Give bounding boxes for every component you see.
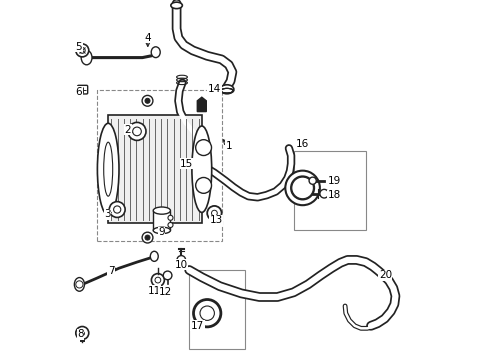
Text: 3: 3 — [104, 209, 111, 219]
Circle shape — [196, 140, 212, 156]
Bar — [98, 90, 221, 241]
Bar — [108, 115, 202, 223]
Circle shape — [155, 277, 161, 283]
Bar — [153, 211, 171, 230]
Circle shape — [200, 306, 215, 320]
Circle shape — [76, 44, 89, 57]
Text: 4: 4 — [145, 33, 151, 43]
Ellipse shape — [153, 227, 171, 234]
Circle shape — [128, 122, 146, 140]
Circle shape — [76, 281, 83, 288]
Circle shape — [207, 206, 221, 220]
Ellipse shape — [151, 47, 160, 58]
Ellipse shape — [192, 126, 212, 212]
Ellipse shape — [81, 50, 92, 65]
Ellipse shape — [98, 123, 119, 215]
Circle shape — [320, 189, 328, 198]
Bar — [294, 151, 366, 230]
Text: 13: 13 — [210, 215, 223, 225]
Ellipse shape — [171, 2, 182, 9]
Circle shape — [177, 256, 186, 264]
Circle shape — [309, 177, 316, 184]
Circle shape — [142, 95, 153, 106]
Circle shape — [142, 232, 153, 243]
Text: 17: 17 — [191, 321, 204, 331]
Bar — [189, 270, 245, 349]
Text: 10: 10 — [175, 260, 188, 270]
Text: 12: 12 — [158, 287, 172, 297]
Text: 6: 6 — [75, 87, 82, 97]
Text: 16: 16 — [296, 139, 309, 149]
Circle shape — [79, 48, 85, 53]
Circle shape — [109, 202, 125, 217]
Text: 11: 11 — [147, 285, 161, 296]
FancyArrow shape — [197, 97, 206, 112]
Ellipse shape — [74, 278, 84, 291]
Circle shape — [168, 222, 173, 228]
Circle shape — [168, 215, 173, 220]
Text: 14: 14 — [208, 84, 221, 94]
Text: 1: 1 — [225, 141, 232, 151]
Text: 5: 5 — [75, 42, 82, 52]
Circle shape — [145, 235, 150, 240]
Ellipse shape — [153, 207, 171, 214]
Text: 9: 9 — [158, 227, 165, 237]
Ellipse shape — [220, 85, 234, 94]
Circle shape — [133, 127, 141, 136]
Text: 15: 15 — [180, 159, 193, 169]
Circle shape — [76, 327, 89, 339]
Circle shape — [194, 300, 221, 327]
Circle shape — [151, 274, 164, 287]
Circle shape — [292, 177, 314, 199]
FancyBboxPatch shape — [77, 85, 88, 94]
Circle shape — [145, 98, 150, 103]
Circle shape — [212, 210, 217, 216]
Circle shape — [163, 271, 172, 280]
Text: 2: 2 — [124, 125, 131, 135]
Text: 8: 8 — [77, 329, 84, 339]
Ellipse shape — [150, 251, 158, 261]
Ellipse shape — [104, 142, 113, 196]
Text: 7: 7 — [108, 266, 114, 276]
Circle shape — [114, 206, 121, 213]
Text: 18: 18 — [328, 190, 341, 200]
Circle shape — [196, 177, 212, 193]
Text: 20: 20 — [379, 270, 392, 280]
Text: 19: 19 — [328, 176, 341, 186]
